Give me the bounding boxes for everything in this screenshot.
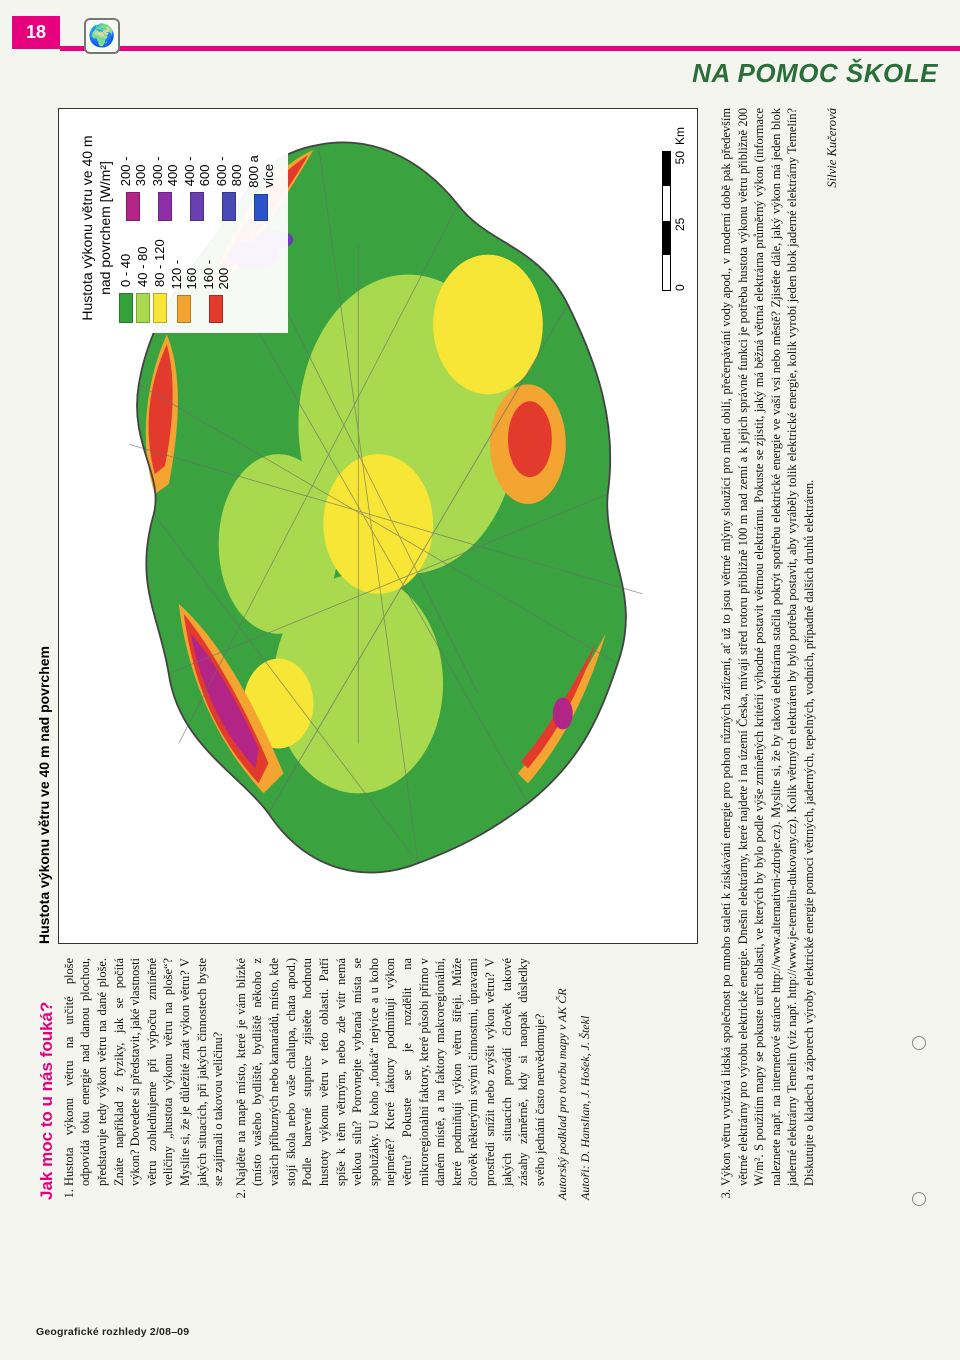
legend-swatch [209,295,223,323]
legend-label: 80 - 120 [152,239,167,287]
legend-col-left: 0 - 4040 - 8080 - 120120 - 160160 - 200 [118,239,278,323]
legend-label: 40 - 80 [135,247,150,287]
legend-row: 40 - 80 [135,239,150,323]
article-title: Jak moc to u nás fouká? [36,958,59,1200]
legend-col-right: 200 - 300300 - 400400 - 600600 - 800800 … [118,133,278,221]
punch-hole-icon [912,1192,926,1206]
map-credit-2: Autoři: D. Hanslian, J. Hošek, J. Štekl [577,958,593,1200]
legend-swatch [153,293,167,323]
legend-swatch [222,192,236,221]
question-item: Výkon větru využívá lidská společnost po… [718,108,818,1186]
legend-label: 120 - 160 [169,239,199,289]
legend-swatch [177,295,191,323]
scale-tick: 25 [673,218,687,231]
legend-label: 600 - 800 [214,133,244,186]
legend-row: 200 - 300 [118,133,148,221]
legend-row: 600 - 800 [214,133,244,221]
scale-unit: Km [673,127,687,145]
legend-swatch [254,194,268,222]
legend-swatch [190,192,204,221]
legend-row: 800 a více [246,133,276,221]
scale-tick: 0 [673,284,687,291]
author-signature: Silvie Kučerová [824,108,841,1200]
legend-label: 800 a více [246,133,276,188]
map-frame: Hustota výkonu větru ve 40 m nad povrche… [58,108,698,944]
legend-row: 80 - 120 [152,239,167,323]
scale-bar: 0 25 50 Km [662,127,687,291]
map-credit-1: Autorský podklad pro tvorbu mapy v AK ČR [554,958,570,1200]
section-heading: NA POMOC ŠKOLE [692,58,938,89]
legend-row: 300 - 400 [150,133,180,221]
legend-box: Hustota výkonu větru ve 40 m nad povrche… [71,123,288,333]
question-item: Hustota výkonu větru na určité ploše odp… [61,958,227,1186]
legend-swatch [119,293,133,323]
page-number-badge: 18 [12,16,60,49]
legend-label: 200 - 300 [118,133,148,186]
question-item: Najděte na mapě místo, které je vám blíz… [233,958,549,1186]
scale-tick: 50 [673,151,687,164]
question-column: Jak moc to u nás fouká? Hustota výkonu v… [36,958,706,1200]
legend-row: 160 - 200 [201,239,231,323]
legend-row: 0 - 40 [118,239,133,323]
legend-swatch [136,293,150,323]
footer-citation: Geografické rozhledy 2/08–09 [36,1326,189,1338]
punch-hole-icon [912,1036,926,1050]
legend-swatch [126,192,140,221]
header-divider [60,46,960,51]
map-title: Hustota výkonu větru ve 40 m nad povrche… [36,104,52,944]
legend-row: 400 - 600 [182,133,212,221]
legend-swatch [158,192,172,221]
legend-row: 120 - 160 [169,239,199,323]
legend-title: Hustota výkonu větru ve 40 m nad povrche… [79,133,114,323]
legend-label: 400 - 600 [182,133,212,186]
rotated-content: Jak moc to u nás fouká? Hustota výkonu v… [36,100,924,1200]
figure-area: Hustota výkonu větru ve 40 m nad povrche… [36,104,706,944]
legend-label: 160 - 200 [201,239,231,289]
bottom-question: Výkon větru využívá lidská společnost po… [718,108,841,1200]
legend-label: 0 - 40 [118,254,133,287]
legend-label: 300 - 400 [150,133,180,186]
globe-icon: 🌍 [84,18,120,54]
